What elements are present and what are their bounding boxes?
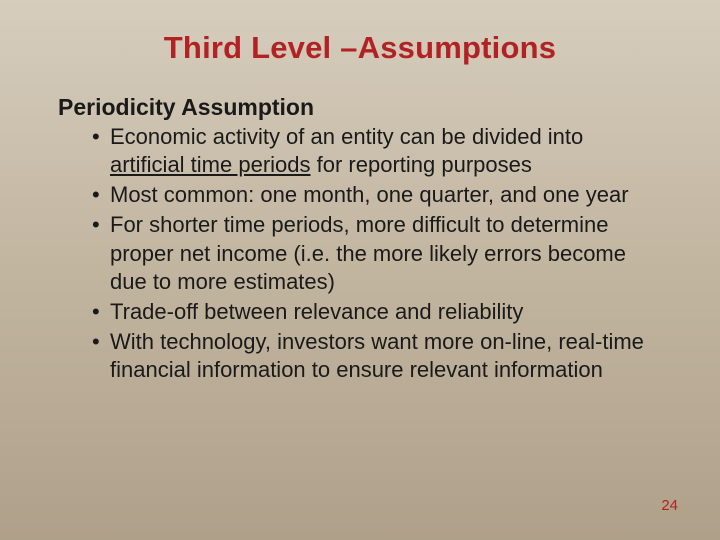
slide-subtitle: Periodicity Assumption	[58, 94, 662, 121]
list-item: With technology, investors want more on-…	[92, 328, 662, 384]
slide-body: Periodicity Assumption Economic activity…	[0, 94, 720, 384]
bullet-text: For shorter time periods, more difficult…	[110, 212, 626, 293]
list-item: For shorter time periods, more difficult…	[92, 211, 662, 295]
bullet-text-underlined: artificial time periods	[110, 152, 311, 177]
bullet-text: With technology, investors want more on-…	[110, 329, 644, 382]
list-item: Economic activity of an entity can be di…	[92, 123, 662, 179]
list-item: Most common: one month, one quarter, and…	[92, 181, 662, 209]
bullet-text: Trade-off between relevance and reliabil…	[110, 299, 523, 324]
page-number: 24	[661, 497, 678, 514]
bullet-list: Economic activity of an entity can be di…	[58, 123, 662, 384]
slide-title: Third Level –Assumptions	[0, 30, 720, 66]
list-item: Trade-off between relevance and reliabil…	[92, 298, 662, 326]
bullet-text-post: for reporting purposes	[311, 152, 532, 177]
bullet-text-pre: Economic activity of an entity can be di…	[110, 124, 583, 149]
bullet-text: Most common: one month, one quarter, and…	[110, 182, 629, 207]
